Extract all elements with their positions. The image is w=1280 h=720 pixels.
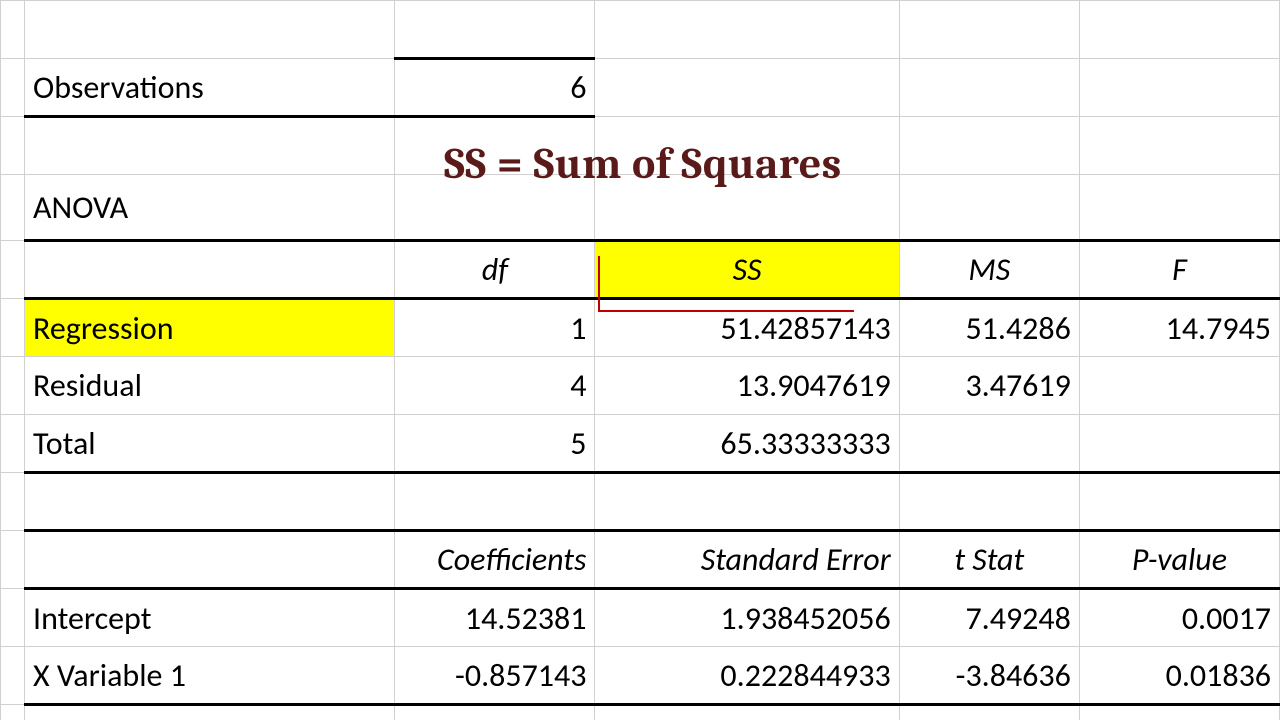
cell[interactable]	[25, 531, 395, 589]
cell-intercept-label[interactable]: Intercept	[25, 589, 395, 647]
cell-residual-df[interactable]: 4	[395, 357, 595, 415]
row-header[interactable]	[1, 1, 25, 59]
cell[interactable]	[1079, 1, 1279, 59]
cell-total-ms[interactable]	[899, 415, 1079, 473]
cell-regression-f[interactable]: 14.7945	[1079, 299, 1279, 357]
spreadsheet-viewport: Observations 6 ANOVA d	[0, 0, 1280, 720]
cell[interactable]	[25, 705, 395, 720]
cell[interactable]	[395, 705, 595, 720]
cell-header-t[interactable]: t Stat	[899, 531, 1079, 589]
row-header[interactable]	[1, 415, 25, 473]
row-header[interactable]	[1, 357, 25, 415]
cell[interactable]	[899, 117, 1079, 175]
cell[interactable]	[595, 117, 899, 175]
cell-xvar1-t[interactable]: -3.84636	[899, 647, 1079, 705]
cell[interactable]	[395, 117, 595, 175]
cell-residual-ms[interactable]: 3.47619	[899, 357, 1079, 415]
cell[interactable]	[595, 705, 899, 720]
cell-total-ss[interactable]: 65.33333333	[595, 415, 899, 473]
cell[interactable]	[1079, 59, 1279, 117]
cell[interactable]	[899, 1, 1079, 59]
row-header[interactable]	[1, 647, 25, 705]
cell-xvar1-p[interactable]: 0.01836	[1079, 647, 1279, 705]
cell[interactable]	[899, 705, 1079, 720]
cell[interactable]	[595, 473, 899, 531]
row-header[interactable]	[1, 531, 25, 589]
cell-total-df[interactable]: 5	[395, 415, 595, 473]
spreadsheet-grid[interactable]: Observations 6 ANOVA d	[0, 0, 1280, 720]
cell-regression-label[interactable]: Regression	[25, 299, 395, 357]
row-header[interactable]	[1, 589, 25, 647]
cell-regression-ms[interactable]: 51.4286	[899, 299, 1079, 357]
cell[interactable]	[1079, 117, 1279, 175]
cell[interactable]	[1079, 705, 1279, 720]
cell[interactable]	[25, 1, 395, 59]
cell-residual-ss[interactable]: 13.9047619	[595, 357, 899, 415]
cell-residual-f[interactable]	[1079, 357, 1279, 415]
row-header[interactable]	[1, 705, 25, 720]
cell-header-f[interactable]: F	[1079, 241, 1279, 299]
cell-total-label[interactable]: Total	[25, 415, 395, 473]
cell-header-ss[interactable]: SS	[595, 241, 899, 299]
cell[interactable]	[595, 59, 899, 117]
cell-xvar1-label[interactable]: X Variable 1	[25, 647, 395, 705]
cell[interactable]	[395, 473, 595, 531]
cell-anova-title[interactable]: ANOVA	[25, 175, 395, 241]
row-header[interactable]	[1, 117, 25, 175]
cell[interactable]	[899, 59, 1079, 117]
cell-residual-label[interactable]: Residual	[25, 357, 395, 415]
cell-observations-value[interactable]: 6	[395, 59, 595, 117]
cell-intercept-coef[interactable]: 14.52381	[395, 589, 595, 647]
cell-header-ms[interactable]: MS	[899, 241, 1079, 299]
cell[interactable]	[1079, 473, 1279, 531]
cell[interactable]	[25, 473, 395, 531]
cell[interactable]	[595, 1, 899, 59]
cell-regression-ss[interactable]: 51.42857143	[595, 299, 899, 357]
cell[interactable]	[395, 175, 595, 241]
cell-intercept-se[interactable]: 1.938452056	[595, 589, 899, 647]
cell-total-f[interactable]	[1079, 415, 1279, 473]
cell[interactable]	[899, 175, 1079, 241]
cell-intercept-t[interactable]: 7.49248	[899, 589, 1079, 647]
cell-xvar1-se[interactable]: 0.222844933	[595, 647, 899, 705]
cell-xvar1-coef[interactable]: -0.857143	[395, 647, 595, 705]
cell[interactable]	[25, 117, 395, 175]
row-header[interactable]	[1, 59, 25, 117]
cell-header-df[interactable]: df	[395, 241, 595, 299]
cell-header-coef[interactable]: Coefficients	[395, 531, 595, 589]
cell-header-se[interactable]: Standard Error	[595, 531, 899, 589]
cell[interactable]	[595, 175, 899, 241]
cell[interactable]	[25, 241, 395, 299]
cell[interactable]	[395, 1, 595, 59]
cell-regression-df[interactable]: 1	[395, 299, 595, 357]
row-header[interactable]	[1, 299, 25, 357]
cell-intercept-p[interactable]: 0.0017	[1079, 589, 1279, 647]
row-header[interactable]	[1, 175, 25, 241]
cell-observations-label[interactable]: Observations	[25, 59, 395, 117]
cell-header-p[interactable]: P-value	[1079, 531, 1279, 589]
cell[interactable]	[1079, 175, 1279, 241]
cell[interactable]	[899, 473, 1079, 531]
row-header[interactable]	[1, 241, 25, 299]
row-header[interactable]	[1, 473, 25, 531]
